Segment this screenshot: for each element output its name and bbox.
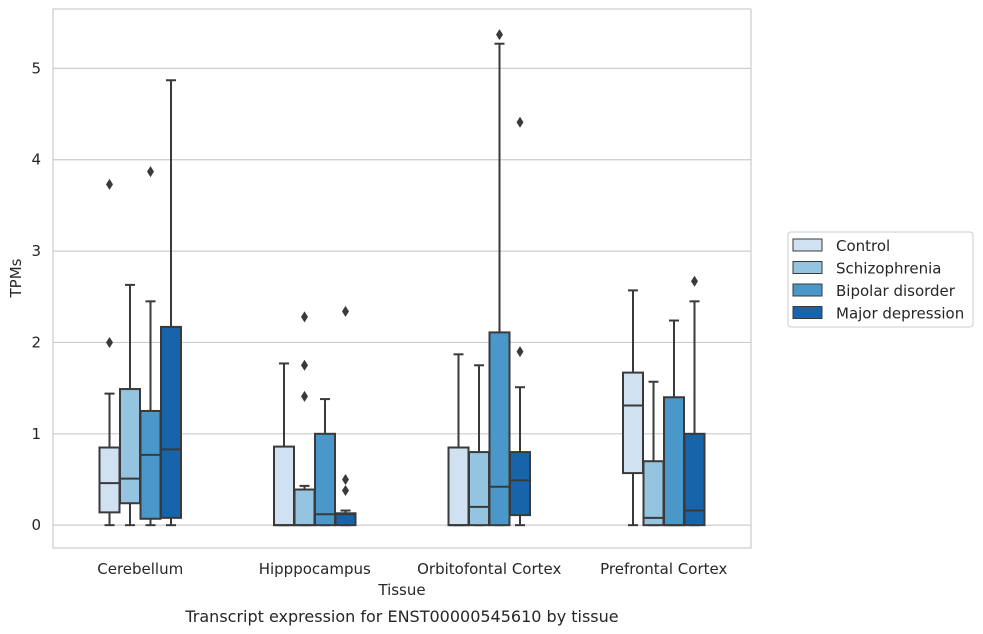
outlier-point [691, 275, 698, 287]
box-major-depression [683, 275, 706, 527]
iqr-box [447, 446, 470, 527]
outlier-point [516, 346, 524, 358]
chart-title: Transcript expression for ENST0000054561… [184, 607, 618, 626]
outlier-point [106, 336, 113, 348]
legend-label: Major depression [836, 305, 964, 323]
legend-label: Control [836, 237, 890, 255]
y-tick-label: 0 [31, 516, 41, 534]
legend: Control Schizophrenia Bipolar disorder Majo… [787, 231, 974, 328]
iqr-box [160, 325, 182, 519]
outlier-point [147, 166, 154, 178]
x-axis-label: Tissue [377, 581, 425, 599]
iqr-box [293, 488, 316, 527]
box-control [273, 362, 295, 527]
legend-swatch [792, 261, 823, 274]
iqr-box [468, 451, 490, 527]
x-tick-label: Cerebellum [97, 560, 183, 578]
box-bipolar-disorder [139, 166, 162, 527]
y-axis-label: TPMs [7, 258, 25, 298]
legend-label: Bipolar disorder [836, 282, 956, 300]
iqr-box [273, 445, 295, 527]
box-schizophrenia [293, 311, 316, 527]
box-schizophrenia [642, 380, 665, 527]
iqr-box [98, 446, 121, 514]
box-bipolar-disorder [488, 29, 511, 527]
box-major-depression [334, 305, 357, 527]
box-schizophrenia [468, 364, 490, 527]
x-axis-ticks: Cerebellum Hipppocampus Orbitofontal Corte… [97, 560, 727, 578]
box-major-depression [160, 79, 182, 527]
box-schizophrenia [119, 283, 141, 527]
y-tick-label: 2 [31, 333, 41, 351]
outlier-point [496, 29, 503, 41]
legend-frame [787, 231, 974, 328]
iqr-box [663, 396, 685, 527]
x-tick-label: Hipppocampus [259, 560, 371, 578]
outlier-point [516, 116, 524, 128]
y-tick-label: 3 [31, 242, 41, 260]
outlier-point [342, 484, 349, 496]
plot-area-frame [52, 8, 752, 549]
iqr-box [622, 371, 644, 475]
box-control [98, 178, 121, 527]
outlier-point [301, 311, 308, 323]
box-control [622, 289, 644, 527]
iqr-box [119, 388, 141, 505]
iqr-box [139, 409, 162, 520]
y-tick-label: 4 [31, 151, 41, 169]
y-tick-label: 1 [31, 425, 41, 443]
legend-swatch [792, 238, 823, 252]
outlier-point [342, 305, 349, 317]
x-tick-label: Orbitofontal Cortex [417, 560, 561, 578]
box-control [447, 353, 470, 527]
legend-swatch [792, 306, 823, 319]
box-bipolar-disorder [663, 319, 685, 527]
outlier-point [301, 390, 308, 402]
iqr-box [683, 432, 706, 527]
iqr-box [314, 432, 336, 527]
y-tick-label: 5 [31, 59, 41, 77]
box-major-depression [509, 116, 531, 527]
legend-label: Schizophrenia [836, 260, 941, 278]
y-axis-ticks: 0 1 2 3 4 5 [31, 59, 41, 534]
iqr-box [509, 451, 531, 517]
outlier-point [342, 473, 349, 485]
iqr-box [488, 331, 511, 527]
x-tick-label: Prefrontal Cortex [600, 560, 727, 578]
legend-swatch [792, 283, 823, 297]
box-plots [98, 29, 706, 527]
iqr-box [642, 460, 665, 527]
box-bipolar-disorder [314, 398, 336, 527]
outlier-point [106, 178, 113, 190]
outlier-point [301, 359, 308, 371]
